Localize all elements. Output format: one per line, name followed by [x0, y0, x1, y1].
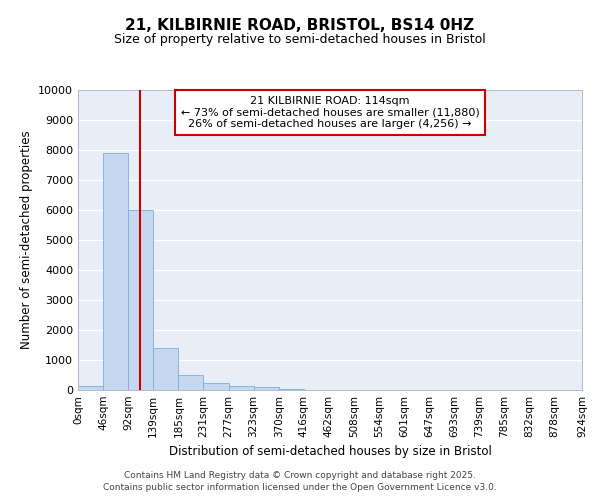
- Bar: [128, 210, 153, 390]
- X-axis label: Distribution of semi-detached houses by size in Bristol: Distribution of semi-detached houses by …: [169, 446, 491, 458]
- Text: Size of property relative to semi-detached houses in Bristol: Size of property relative to semi-detach…: [114, 32, 486, 46]
- Bar: [229, 386, 254, 390]
- Text: 21, KILBIRNIE ROAD, BRISTOL, BS14 0HZ: 21, KILBIRNIE ROAD, BRISTOL, BS14 0HZ: [125, 18, 475, 32]
- Bar: [78, 386, 103, 390]
- Bar: [153, 348, 178, 390]
- Text: 21 KILBIRNIE ROAD: 114sqm
← 73% of semi-detached houses are smaller (11,880)
26%: 21 KILBIRNIE ROAD: 114sqm ← 73% of semi-…: [181, 96, 479, 129]
- Bar: [254, 387, 279, 390]
- Y-axis label: Number of semi-detached properties: Number of semi-detached properties: [20, 130, 32, 350]
- Bar: [103, 153, 128, 390]
- Bar: [203, 382, 229, 390]
- Bar: [178, 375, 203, 390]
- Text: Contains HM Land Registry data © Crown copyright and database right 2025.: Contains HM Land Registry data © Crown c…: [124, 471, 476, 480]
- Text: Contains public sector information licensed under the Open Government Licence v3: Contains public sector information licen…: [103, 484, 497, 492]
- Bar: [279, 388, 304, 390]
